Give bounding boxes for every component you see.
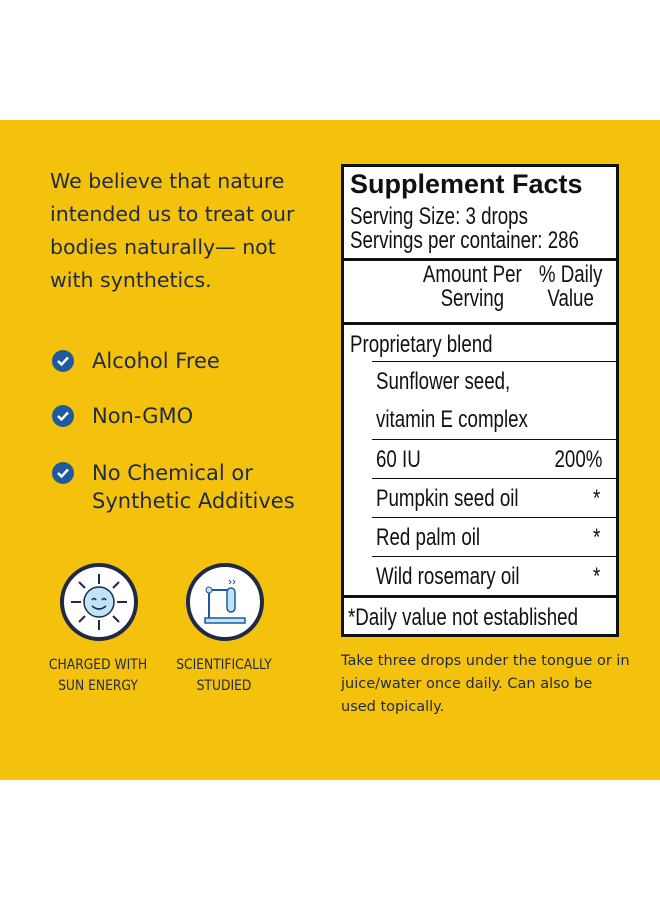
amount-header: Amount Per Serving [423, 263, 522, 311]
row-dv: * [592, 524, 600, 551]
column-header-row: Amount Per Serving % Daily Value [344, 258, 616, 324]
feature-label: Alcohol Free [92, 349, 220, 373]
facts-row: Pumpkin seed oil * [372, 478, 616, 517]
test-tube-stand-icon [204, 579, 246, 624]
facts-row: Wild rosemary oil * [372, 556, 616, 595]
footnote-row: *Daily value not established [344, 595, 616, 634]
header-line: Serving [440, 285, 505, 312]
facts-row: Proprietary blend [344, 322, 616, 361]
serving-size: Serving Size: 3 drops [350, 203, 528, 230]
supplement-facts-panel: Supplement Facts Serving Size: 3 drops S… [341, 164, 619, 637]
sun-energy-badge [60, 563, 138, 641]
badge-line: SCIENTIFICALLY [176, 657, 272, 673]
row-name: Sunflower seed, [376, 368, 511, 395]
scientifically-studied-label: SCIENTIFICALLY STUDIED [162, 655, 285, 697]
facts-row: vitamin E complex [372, 400, 616, 439]
row-dv: * [592, 485, 600, 512]
scientifically-studied-badge [186, 563, 264, 641]
row-name: 60 IU [376, 446, 421, 473]
badge-line: STUDIED [196, 678, 252, 694]
smiling-sun-icon [71, 574, 127, 630]
header-line: % Daily [538, 261, 602, 288]
row-dv: 200% [554, 446, 602, 473]
daily-value-header: % Daily Value [539, 263, 602, 311]
check-circle-icon [52, 462, 74, 484]
row-name: vitamin E complex [376, 406, 528, 433]
feature-alcohol-free: Alcohol Free [52, 347, 220, 375]
intro-text: We believe that nature intended us to tr… [50, 169, 295, 292]
row-name: Red palm oil [376, 524, 481, 551]
row-name: Pumpkin seed oil [376, 485, 519, 512]
facts-row: 60 IU 200% [372, 439, 616, 478]
header-line: Value [547, 285, 594, 312]
badge-line: SUN ENERGY [58, 678, 138, 694]
footnote: *Daily value not established [348, 604, 578, 631]
badge-line: CHARGED WITH [48, 657, 148, 673]
feature-label: Non-GMO [92, 404, 194, 428]
row-name: Wild rosemary oil [376, 563, 520, 590]
feature-non-gmo: Non-GMO [52, 402, 193, 430]
header-line: Amount Per [423, 261, 522, 288]
feature-label: No Chemical or Synthetic Additives [92, 461, 295, 513]
servings-per-container: Servings per container: 286 [350, 227, 579, 254]
check-circle-icon [52, 405, 74, 427]
row-dv: * [592, 563, 600, 590]
row-name: Proprietary blend [350, 331, 493, 358]
facts-title: Supplement Facts [350, 169, 583, 199]
facts-row: Red palm oil * [372, 517, 616, 556]
check-circle-icon [52, 350, 74, 372]
facts-row: Sunflower seed, [372, 361, 616, 400]
directions-text: Take three drops under the tongue or in … [341, 653, 630, 715]
sun-energy-label: CHARGED WITH SUN ENERGY [36, 655, 159, 697]
feature-no-additives: No Chemical or Synthetic Additives [52, 459, 312, 515]
